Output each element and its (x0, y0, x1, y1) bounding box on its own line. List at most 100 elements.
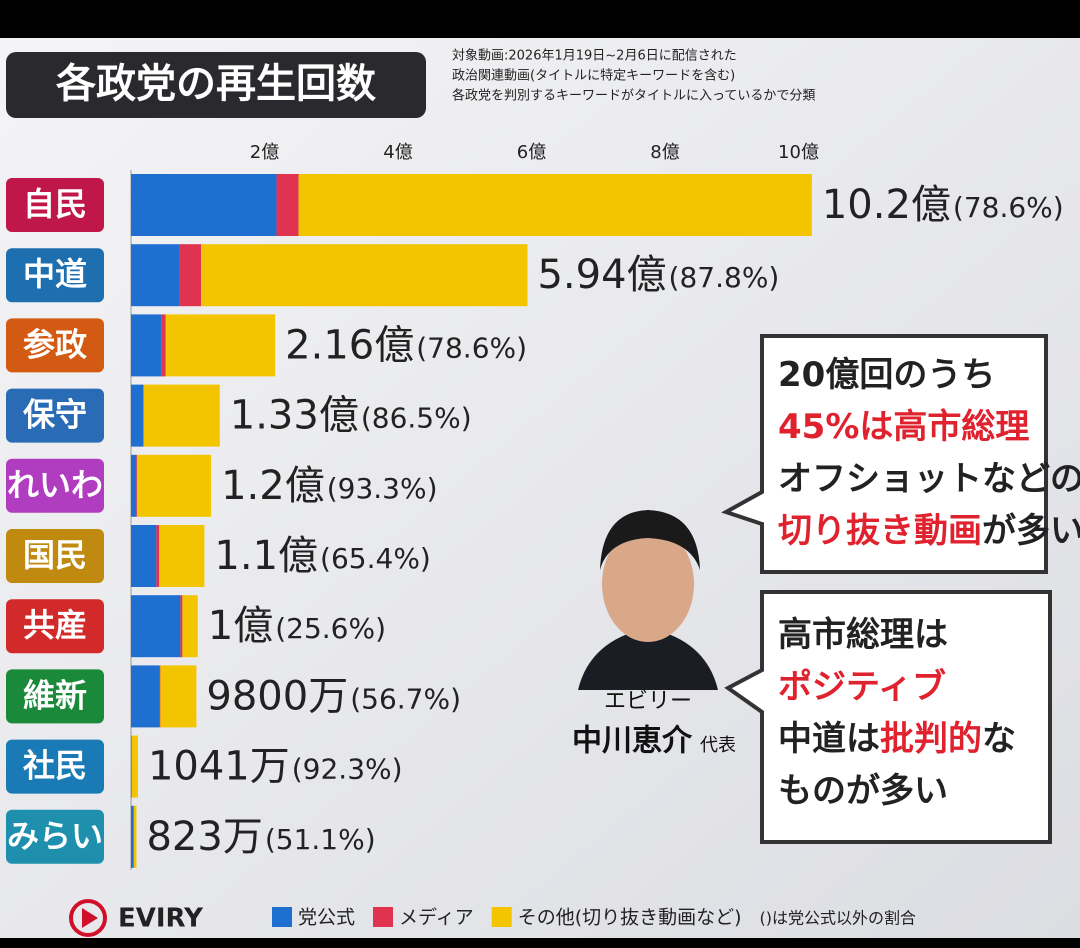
callout-text: オフショットなどの (778, 459, 1080, 499)
callout-text: 20億回のうち (778, 355, 995, 395)
category-label: みらい (7, 817, 103, 855)
note: 各政党を判別するキーワードがタイトルに入っているかで分類 (452, 88, 815, 104)
callout-text: 切り抜き動画 (778, 511, 982, 551)
category-label: 自民 (23, 185, 87, 223)
x-tick-label: 10億 (778, 142, 819, 163)
x-tick-label: 4億 (383, 142, 412, 163)
total-label: 10.2億 (822, 182, 951, 228)
bar-segment (131, 174, 277, 236)
bottom-bar (0, 938, 1080, 948)
callout-line: オフショットなどの (778, 459, 1080, 499)
category-label: 参政 (23, 325, 87, 363)
callout-text: な (982, 719, 1016, 759)
bar-segment (201, 244, 528, 307)
category-box (6, 318, 104, 373)
bar-segment (161, 314, 166, 377)
bar-segment (182, 595, 198, 658)
share-label: (92.3%) (292, 753, 403, 786)
share-label: (93.3%) (327, 472, 438, 505)
legend-swatch (373, 907, 394, 927)
legend-label: メディア (399, 907, 474, 929)
callout-text: ものが多い (778, 771, 948, 811)
share-label: (78.6%) (416, 331, 527, 364)
callout-line: ものが多い (778, 771, 948, 811)
category-label: 共産 (23, 606, 87, 644)
total-label: 1041万 (148, 744, 290, 790)
title-box (6, 52, 426, 118)
category-label: 国民 (23, 536, 87, 574)
speaker-role: 代表 (700, 735, 736, 756)
bar-segment (179, 244, 202, 307)
share-label: (78.6%) (953, 191, 1064, 224)
callout-text: 高市総理は (778, 615, 948, 655)
bar-segment (131, 525, 157, 587)
note: 政治関連動画(タイトルに特定キーワードを含む) (452, 68, 735, 84)
category-label: れいわ (7, 466, 103, 504)
category-label: 中道 (23, 255, 87, 293)
total-label: 5.94億 (537, 252, 666, 298)
callout-box (724, 590, 1052, 844)
bar-segment (143, 384, 220, 447)
legend-swatch (272, 907, 292, 927)
bar-segment (136, 454, 138, 517)
note: 対象動画:2026年1月19日~2月6日に配信された (452, 49, 737, 64)
total-label: 823万 (146, 814, 262, 860)
callout-text: ポジティブ (778, 667, 946, 707)
speaker-name: 中川恵介 (572, 724, 693, 759)
callout-line: 高市総理は (778, 615, 948, 655)
bar-segment (133, 805, 137, 868)
total-label: 1.33億 (230, 393, 359, 439)
bar-segment (131, 805, 134, 868)
legend-label: 党公式 (298, 907, 355, 929)
bar-segment (143, 384, 144, 447)
category-label: 維新 (23, 676, 87, 714)
callout-box (721, 334, 1048, 574)
bar-segment (137, 454, 212, 517)
total-label: 9800万 (206, 673, 348, 719)
category-box (6, 178, 104, 232)
callout-line: 切り抜き動画が多い (778, 511, 1080, 551)
bar-segment (131, 454, 137, 517)
callout-line: 45%は高市総理 (778, 407, 1029, 447)
logo: EVIRY (118, 904, 204, 934)
category-box (6, 458, 104, 513)
category-label: 社民 (23, 747, 87, 785)
x-tick-label: 8億 (650, 142, 679, 163)
category-box (6, 739, 104, 794)
bar-segment (131, 665, 160, 728)
title: 各政党の再生回数 (56, 61, 376, 107)
bar-segment (131, 384, 144, 447)
total-label: 1億 (208, 603, 273, 649)
share-label: (65.4%) (320, 542, 431, 575)
category-box (6, 809, 104, 864)
logo-icon (69, 899, 107, 937)
category-box (6, 248, 104, 303)
bar-segment (159, 665, 161, 728)
bar-segment (160, 665, 197, 728)
bar-segment (159, 525, 205, 587)
bar-segment (276, 174, 299, 236)
bar-segment (298, 174, 812, 236)
callout-text: 批判的 (880, 719, 982, 759)
share-label: (51.1%) (265, 823, 376, 856)
speaker-org: エビリー (604, 689, 692, 714)
total-label: 1.1億 (214, 533, 318, 579)
share-label: (25.6%) (275, 612, 386, 645)
legend-note: ()は党公式以外の割合 (760, 909, 917, 928)
callout-line: 中道は批判的な (778, 719, 1016, 759)
speaker-photo (578, 510, 718, 690)
share-label: (86.5%) (361, 402, 472, 435)
bar-segment (131, 595, 181, 658)
bar-segment (165, 314, 276, 377)
legend-swatch (491, 907, 512, 927)
callout-line: 20億回のうち (778, 355, 995, 395)
callout-text: 中道は (778, 719, 880, 759)
bar-segment (131, 735, 132, 798)
bar-segment (156, 525, 160, 587)
bar-segment (131, 735, 138, 798)
logo-icon (82, 908, 98, 928)
legend-label: その他(切り抜き動画など) (518, 907, 742, 929)
x-tick-label: 2億 (250, 142, 279, 163)
category-label: 保守 (23, 396, 87, 434)
